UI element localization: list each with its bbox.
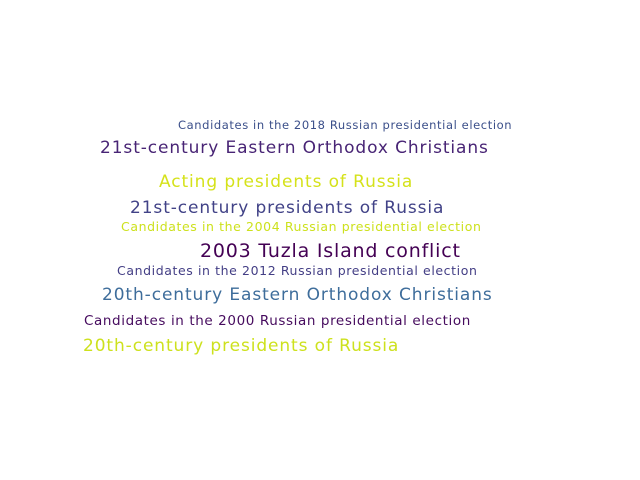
word-20th-century-presidents: 20th-century presidents of Russia bbox=[83, 336, 400, 356]
word-20th-century-eastern-orthodox: 20th-century Eastern Orthodox Christians bbox=[102, 285, 493, 305]
word-candidates-2004: Candidates in the 2004 Russian president… bbox=[121, 219, 482, 234]
word-acting-presidents: Acting presidents of Russia bbox=[159, 172, 414, 192]
word-candidates-2000: Candidates in the 2000 Russian president… bbox=[84, 313, 471, 329]
word-21st-century-eastern-orthodox: 21st-century Eastern Orthodox Christians bbox=[100, 138, 489, 158]
word-tuzla-conflict: 2003 Tuzla Island conflict bbox=[200, 240, 461, 262]
word-candidates-2012: Candidates in the 2012 Russian president… bbox=[117, 263, 478, 278]
word-21st-century-presidents: 21st-century presidents of Russia bbox=[130, 198, 445, 218]
word-candidates-2018: Candidates in the 2018 Russian president… bbox=[178, 118, 513, 132]
